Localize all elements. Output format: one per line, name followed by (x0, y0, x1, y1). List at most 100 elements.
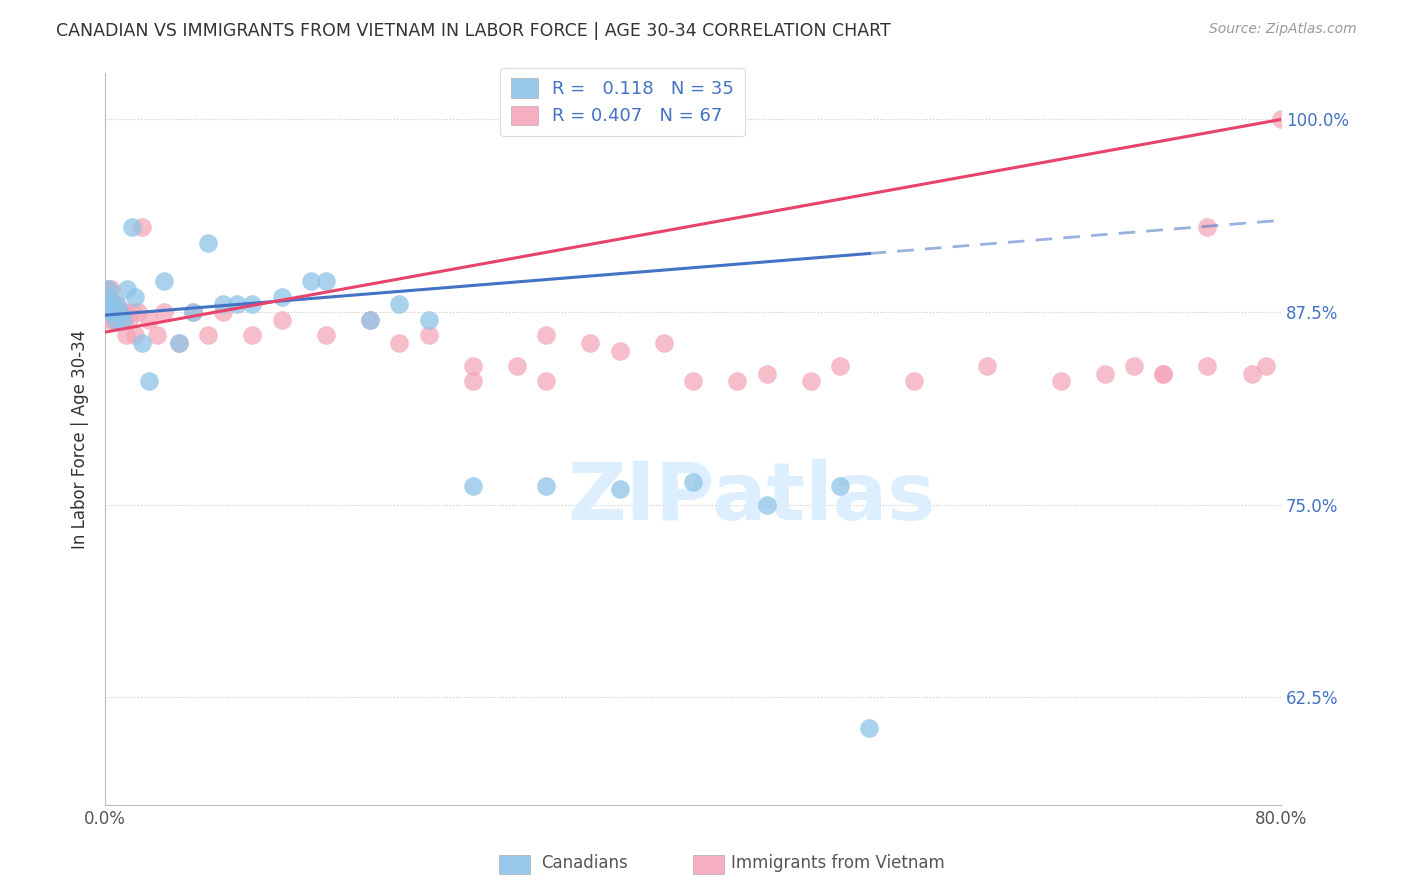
Point (682, 475, 704, 489)
Point (388, 297, 411, 311)
Point (96, 297, 118, 311)
Point (97, 282, 120, 296)
Point (240, 297, 263, 311)
Point (1152, 367, 1174, 381)
Point (101, 312, 124, 326)
Point (828, 359, 851, 373)
Point (107, 305, 129, 319)
Point (105, 305, 128, 319)
Point (118, 312, 141, 326)
Point (104, 297, 127, 311)
Y-axis label: In Labor Force | Age 30-34: In Labor Force | Age 30-34 (72, 329, 89, 549)
Point (211, 305, 233, 319)
Point (117, 282, 139, 296)
Point (107, 312, 129, 326)
Point (124, 328, 146, 343)
Point (121, 305, 143, 319)
Point (101, 297, 124, 311)
Point (299, 274, 322, 288)
Point (1123, 359, 1146, 373)
Point (104, 312, 127, 326)
Point (127, 305, 149, 319)
Point (111, 305, 134, 319)
Point (1270, 112, 1292, 127)
Point (226, 297, 249, 311)
Point (105, 312, 128, 326)
Point (903, 375, 925, 389)
Point (1256, 359, 1278, 373)
Point (108, 312, 131, 326)
Point (1240, 367, 1263, 381)
Point (976, 359, 998, 373)
Point (98, 297, 121, 311)
Point (755, 498, 778, 512)
Point (534, 479, 557, 493)
Point (183, 305, 205, 319)
Point (270, 312, 292, 326)
Text: Canadians: Canadians (541, 855, 628, 872)
Point (167, 335, 190, 350)
Point (197, 235, 219, 250)
Point (652, 335, 675, 350)
Point (96, 297, 118, 311)
Point (104, 312, 127, 326)
Text: ZIPatlas: ZIPatlas (568, 458, 936, 537)
Point (100, 305, 122, 319)
Point (315, 328, 337, 343)
Point (108, 305, 131, 319)
Point (1197, 220, 1219, 235)
Point (100, 282, 122, 296)
Point (100, 305, 122, 319)
Point (108, 305, 131, 319)
Point (153, 305, 176, 319)
Point (461, 479, 484, 493)
Point (418, 312, 440, 326)
Point (153, 274, 176, 288)
Point (103, 305, 125, 319)
Point (138, 375, 160, 389)
Point (1049, 375, 1071, 389)
Point (270, 290, 292, 304)
Point (110, 305, 132, 319)
Point (1094, 367, 1116, 381)
Point (167, 335, 190, 350)
Point (609, 482, 631, 496)
Point (197, 328, 219, 343)
Point (138, 312, 160, 326)
Point (534, 328, 557, 343)
Point (1197, 359, 1219, 373)
Point (579, 335, 602, 350)
Point (461, 375, 484, 389)
Point (117, 305, 139, 319)
Point (112, 312, 135, 326)
Point (131, 220, 153, 235)
Point (98, 312, 121, 326)
Legend: R =   0.118   N = 35, R = 0.407   N = 67: R = 0.118 N = 35, R = 0.407 N = 67 (501, 68, 745, 136)
Point (240, 328, 263, 343)
Point (534, 375, 557, 389)
Point (506, 359, 529, 373)
Point (609, 343, 631, 358)
Point (461, 359, 484, 373)
Text: CANADIAN VS IMMIGRANTS FROM VIETNAM IN LABOR FORCE | AGE 30-34 CORRELATION CHART: CANADIAN VS IMMIGRANTS FROM VIETNAM IN L… (56, 22, 891, 40)
Point (359, 312, 381, 326)
Point (124, 290, 146, 304)
Point (858, 721, 880, 735)
Point (103, 305, 125, 319)
Point (97, 305, 120, 319)
Point (101, 297, 124, 311)
Point (97, 282, 120, 296)
Point (131, 335, 153, 350)
Point (315, 274, 337, 288)
Point (121, 220, 143, 235)
Point (725, 375, 748, 389)
Point (111, 312, 134, 326)
Point (105, 297, 128, 311)
Point (1152, 367, 1174, 381)
Point (828, 479, 851, 493)
Point (359, 312, 381, 326)
Point (114, 328, 136, 343)
Point (103, 312, 125, 326)
Point (211, 297, 233, 311)
Text: Immigrants from Vietnam: Immigrants from Vietnam (731, 855, 945, 872)
